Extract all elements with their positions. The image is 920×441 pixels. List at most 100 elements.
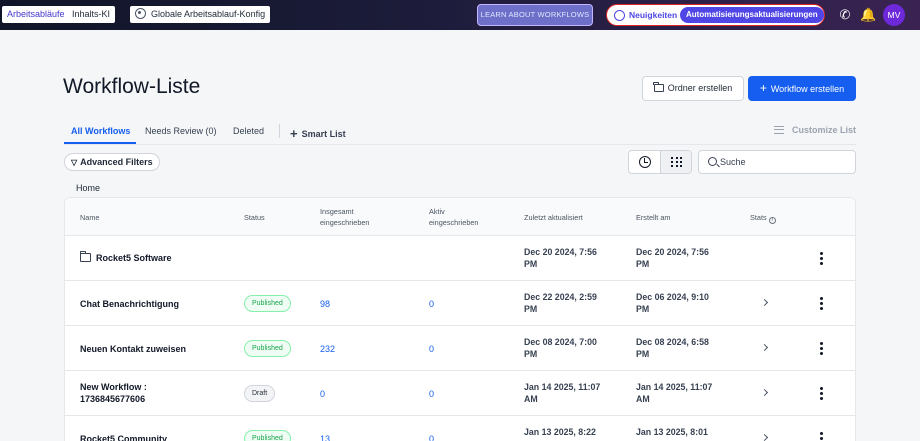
tab-smart-list[interactable]: + Smart List — [290, 126, 346, 141]
tab-global-config-label: Globale Arbeitsablauf-Konfig — [151, 9, 266, 19]
folder-name-cell[interactable]: Rocket5 Software — [79, 251, 172, 264]
customize-list-label: Customize List — [792, 125, 857, 135]
list-view-button[interactable] — [660, 151, 691, 173]
learn-about-workflows-button[interactable]: LEARN ABOUT WORKFLOWS — [477, 4, 593, 26]
workflow-table: Name Status Insgesamt eingeschrieben Akt… — [64, 197, 856, 441]
updated-line1: Jan 13 2025, 8:22 — [524, 427, 596, 437]
columns-icon — [774, 126, 784, 134]
active-enrolled-link[interactable]: 0 — [429, 434, 435, 441]
table-row[interactable]: Neuen Kontakt zuweisen Published 232 0 D… — [65, 326, 855, 371]
created-line1: Dec 20 2024, 7:56 — [636, 247, 709, 257]
column-header-active-line2: eingeschrieben — [429, 218, 479, 227]
notification-bell-icon[interactable]: 🔔 — [860, 7, 877, 22]
search-box — [698, 150, 856, 174]
status-badge: Published — [244, 340, 291, 357]
table-row[interactable]: Chat Benachrichtigung Published 98 0 Dec… — [65, 281, 855, 326]
list-icon — [671, 157, 682, 167]
active-enrolled-link[interactable]: 0 — [429, 344, 435, 354]
column-header-created: Erstellt am — [636, 213, 671, 222]
tab-divider — [279, 124, 280, 138]
active-enrolled-link[interactable]: 0 — [429, 299, 435, 309]
row-name-line1: New Workflow : — [80, 382, 147, 392]
column-header-stats: Stats i — [750, 212, 776, 224]
column-header-updated: Zuletzt aktualisiert — [524, 213, 583, 222]
created-line1: Dec 06 2024, 9:10 — [636, 292, 709, 302]
row-menu-button[interactable] — [820, 387, 823, 402]
gear-icon — [135, 8, 146, 19]
plus-icon: + — [759, 81, 767, 95]
automation-updates-pill[interactable]: Automatisierungsaktualisierungen — [680, 7, 824, 23]
tab-global-config[interactable]: Globale Arbeitsablauf-Konfig — [130, 6, 271, 23]
news-widget[interactable]: Neuigkeiten Automatisierungsaktualisieru… — [606, 4, 825, 26]
column-header-status: Status — [244, 213, 265, 222]
created-cell: Jan 14 2025, 11:07 AM — [636, 381, 712, 405]
breadcrumb[interactable]: Home — [76, 183, 101, 193]
updated-line2: PM — [524, 304, 538, 314]
table-row[interactable]: Rocket5 Community Published 13 0 Jan 13 … — [65, 416, 855, 441]
updated-line1: Dec 08 2024, 7:00 — [524, 337, 597, 347]
top-bar: Arbeitsabläufe Inhalts-KI Globale Arbeit… — [0, 0, 920, 30]
customize-list-button[interactable]: Customize List — [774, 125, 856, 135]
row-name-line2: 1736845677606 — [80, 394, 146, 404]
row-name: Rocket5 Software — [96, 253, 172, 263]
advanced-filters-button[interactable]: ▽ Advanced Filters — [64, 153, 160, 171]
created-line2: PM — [636, 259, 650, 269]
tab-all-workflows[interactable]: All Workflows — [71, 126, 131, 136]
row-name[interactable]: Rocket5 Community — [80, 434, 168, 441]
phone-icon[interactable]: ✆ — [839, 7, 851, 22]
updated-cell: Jan 14 2025, 11:07 AM — [524, 381, 600, 405]
smart-list-label: Smart List — [301, 129, 346, 139]
total-enrolled-link[interactable]: 232 — [320, 344, 336, 354]
search-icon — [708, 157, 717, 166]
row-name[interactable]: Chat Benachrichtigung — [80, 299, 180, 309]
created-line2: PM — [636, 304, 650, 314]
created-cell: Dec 20 2024, 7:56 PM — [636, 246, 709, 270]
tab-deleted[interactable]: Deleted — [233, 126, 265, 136]
tab-inhalts-ki[interactable]: Inhalts-KI — [67, 6, 116, 23]
row-name[interactable]: New Workflow : 1736845677606 — [80, 381, 147, 405]
view-toggle — [628, 150, 692, 174]
create-folder-label: Ordner erstellen — [667, 83, 733, 93]
table-header: Name Status Insgesamt eingeschrieben Akt… — [65, 198, 855, 236]
updated-line1: Jan 14 2025, 11:07 — [524, 382, 601, 392]
stats-chevron-icon[interactable] — [760, 343, 769, 352]
updated-cell: Dec 20 2024, 7:56 PM — [524, 246, 597, 270]
table-row[interactable]: New Workflow : 1736845677606 Draft 0 0 J… — [65, 371, 855, 416]
created-cell: Dec 08 2024, 6:58 PM — [636, 336, 709, 360]
updated-line2: PM — [524, 349, 538, 359]
recent-view-button[interactable] — [629, 151, 660, 173]
row-menu-button[interactable] — [820, 297, 823, 312]
create-folder-button[interactable]: Ordner erstellen — [642, 76, 744, 101]
column-header-stats-label: Stats — [750, 213, 767, 222]
folder-icon — [79, 251, 91, 262]
column-header-total-enrolled: Insgesamt eingeschrieben — [320, 206, 370, 228]
avatar[interactable]: MV — [883, 4, 905, 26]
row-menu-button[interactable] — [820, 252, 823, 267]
active-enrolled-link[interactable]: 0 — [429, 389, 435, 399]
updated-line1: Dec 20 2024, 7:56 — [524, 247, 597, 257]
total-enrolled-link[interactable]: 13 — [320, 434, 331, 441]
filter-icon: ▽ — [71, 158, 78, 167]
row-name[interactable]: Neuen Kontakt zuweisen — [80, 344, 187, 354]
status-badge: Draft — [244, 385, 276, 402]
total-enrolled-link[interactable]: 98 — [320, 299, 331, 309]
created-line1: Jan 14 2025, 11:07 — [636, 382, 713, 392]
updated-cell: Dec 22 2024, 2:59 PM — [524, 291, 597, 315]
tabs-divider — [64, 144, 856, 145]
create-workflow-button[interactable]: + Workflow erstellen — [748, 76, 856, 101]
row-menu-button[interactable] — [820, 432, 823, 441]
tab-arbeitsablaeufe[interactable]: Arbeitsabläufe — [2, 6, 70, 23]
total-enrolled-link[interactable]: 0 — [320, 389, 326, 399]
stats-chevron-icon[interactable] — [760, 298, 769, 307]
updated-line1: Dec 22 2024, 2:59 — [524, 292, 597, 302]
row-menu-button[interactable] — [820, 342, 823, 357]
search-input[interactable] — [720, 154, 850, 170]
stats-chevron-icon[interactable] — [760, 388, 769, 397]
news-icon — [614, 10, 625, 21]
table-row[interactable]: Rocket5 Software Dec 20 2024, 7:56 PM De… — [65, 236, 855, 281]
created-cell: Dec 06 2024, 9:10 PM — [636, 291, 709, 315]
stats-chevron-icon[interactable] — [760, 433, 769, 441]
folder-icon — [653, 82, 664, 92]
updated-line2: PM — [524, 259, 538, 269]
tab-needs-review[interactable]: Needs Review (0) — [145, 126, 217, 136]
